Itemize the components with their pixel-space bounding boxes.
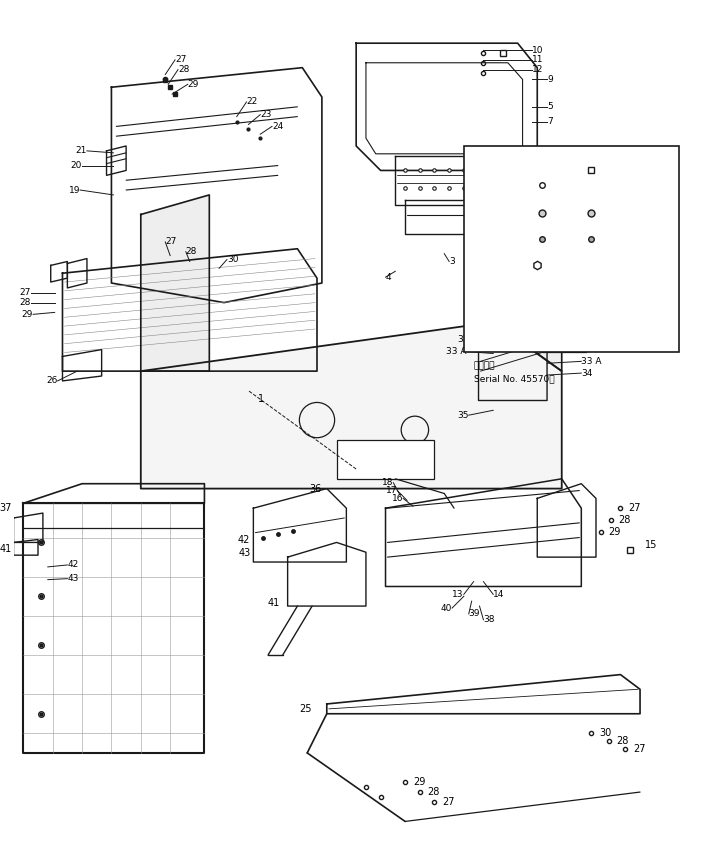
Text: 7: 7 [547,117,553,126]
Text: 29: 29 [609,527,621,537]
Text: 18: 18 [382,479,394,487]
Text: 適用号機: 適用号機 [474,362,495,371]
Text: 29: 29 [413,778,426,787]
Text: 19: 19 [69,185,80,195]
Text: 33: 33 [457,335,469,344]
Text: 20: 20 [71,161,82,170]
Text: 27: 27 [20,288,31,297]
Text: 43: 43 [238,548,251,558]
Text: 11: 11 [532,55,544,64]
Text: 21: 21 [76,147,87,155]
Text: 34: 34 [581,368,593,378]
Text: 35: 35 [457,411,469,419]
Text: 13: 13 [452,590,464,599]
Text: 33 A: 33 A [581,357,602,366]
Text: 29: 29 [22,310,33,318]
Text: 28: 28 [619,515,631,525]
Text: 28: 28 [178,65,189,75]
Polygon shape [141,322,561,489]
Text: 5: 5 [547,102,553,111]
Text: 17: 17 [386,486,397,495]
Text: 25: 25 [299,704,312,714]
Text: 33: 33 [474,175,486,185]
Text: 40: 40 [440,604,452,612]
Text: 31: 31 [573,285,586,296]
Text: 22: 22 [246,97,258,107]
Text: 33 B: 33 B [611,232,633,242]
Text: 32: 32 [581,345,593,354]
Polygon shape [493,185,561,371]
Text: 34: 34 [611,253,623,263]
Text: 2: 2 [547,166,553,175]
Text: 12: 12 [532,65,544,75]
Text: 28: 28 [617,736,629,746]
Text: 6: 6 [547,185,553,195]
Text: 37: 37 [0,503,11,513]
Text: 9: 9 [547,75,553,84]
Text: 39: 39 [469,609,480,618]
Text: 27: 27 [165,237,176,246]
Text: 33 A: 33 A [474,205,496,214]
Text: 27: 27 [628,503,641,513]
Text: 28: 28 [20,298,31,307]
Text: Serial No. 45570～: Serial No. 45570～ [474,374,554,384]
Text: 29: 29 [188,80,199,89]
Text: 42: 42 [67,561,79,569]
Text: 27: 27 [442,797,455,807]
Text: 33 A: 33 A [446,347,467,356]
Text: 33 A: 33 A [611,205,633,214]
Text: 33 B: 33 B [474,232,496,242]
Text: 4: 4 [386,273,391,282]
Polygon shape [141,195,210,371]
Text: 3: 3 [449,257,455,266]
Text: 23: 23 [261,110,272,119]
Text: 1: 1 [258,394,264,403]
Text: 24: 24 [272,122,283,131]
Text: 27: 27 [633,744,646,754]
Text: 32: 32 [611,165,623,175]
Text: 15: 15 [645,540,657,551]
Bar [336,440,435,479]
Text: 27: 27 [175,55,186,64]
Text: 30: 30 [599,728,611,739]
Text: 28: 28 [185,247,198,256]
Text: 41: 41 [268,598,280,608]
Text: 41: 41 [0,545,11,554]
Text: 28: 28 [428,787,440,797]
Text: 38: 38 [484,615,495,624]
Bar [464,146,679,352]
Text: 8: 8 [498,219,504,229]
Text: 42: 42 [238,534,251,545]
Text: 10: 10 [532,46,544,54]
Text: 43: 43 [67,574,79,583]
Text: 14: 14 [493,590,505,599]
Text: 30: 30 [227,255,239,264]
Text: 35: 35 [474,258,486,268]
Text: 16: 16 [392,494,403,503]
Text: 36: 36 [309,484,321,494]
Text: 26: 26 [46,376,57,385]
